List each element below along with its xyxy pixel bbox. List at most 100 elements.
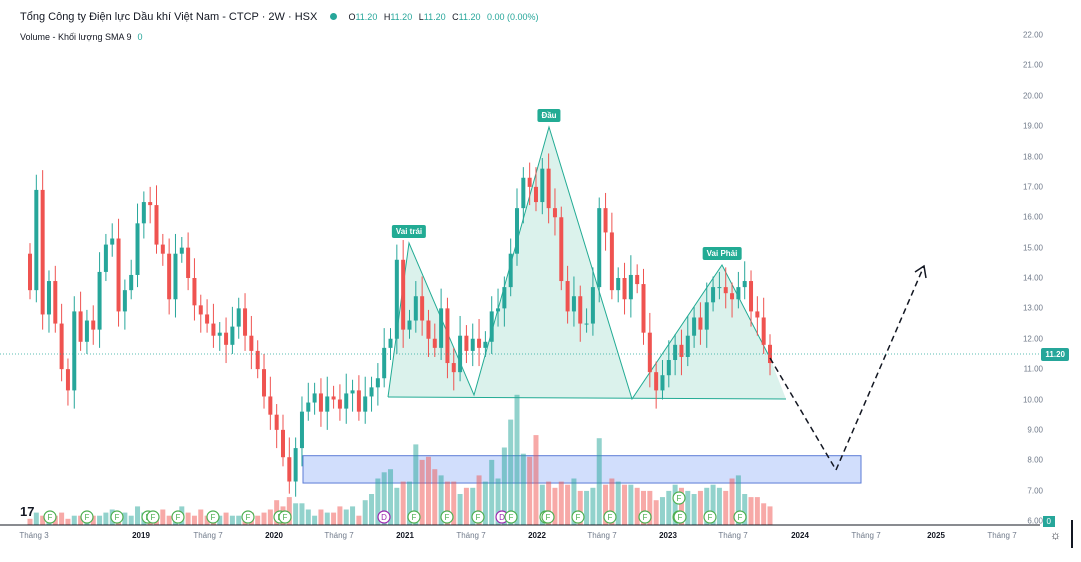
candle-body (483, 341, 488, 348)
volume-bar (584, 490, 590, 525)
volume-value: 0 (137, 32, 143, 42)
financial-event-marker[interactable]: F (241, 510, 255, 524)
volume-bar (40, 515, 46, 525)
marker-letter: F (476, 513, 481, 522)
financial-event-marker[interactable]: F (571, 510, 585, 524)
candle-body (312, 393, 317, 403)
volume-bar (735, 475, 741, 525)
volume-bar (659, 497, 665, 525)
candle-body (407, 320, 412, 330)
candle-body (72, 311, 77, 391)
candle-body (489, 311, 494, 342)
financial-event-marker[interactable]: F (171, 510, 185, 524)
marker-letter: F (708, 513, 713, 522)
volume-bar (406, 481, 412, 525)
x-tick-label: 2019 (132, 531, 150, 540)
candle-body (451, 363, 456, 373)
x-tick-label: 2024 (791, 531, 809, 540)
candle-body (515, 208, 520, 254)
candle-body (711, 287, 716, 303)
candle-body (78, 311, 83, 342)
financial-event-marker[interactable]: F (541, 510, 555, 524)
financial-event-marker[interactable]: F (407, 510, 421, 524)
marker-letter: F (412, 513, 417, 522)
volume-bar (647, 490, 653, 525)
marker-letter: F (151, 513, 156, 522)
candle-body (502, 287, 507, 309)
y-tick-label: 19.00 (1022, 121, 1043, 131)
volume-bar (571, 478, 577, 525)
volume-bar (754, 497, 760, 525)
volume-bar (356, 515, 362, 525)
volume-bar (710, 484, 716, 525)
y-tick-label: 7.00 (1027, 486, 1043, 496)
tradingview-logo[interactable]: 17 (20, 504, 35, 519)
financial-event-marker[interactable]: F (146, 510, 160, 524)
neckline (387, 396, 787, 400)
financial-event-marker[interactable]: F (603, 510, 617, 524)
candle-body (224, 332, 229, 345)
financial-event-marker[interactable]: F (673, 510, 687, 524)
volume-bar (122, 512, 128, 525)
marker-letter: D (381, 513, 387, 522)
candle-body (122, 290, 127, 312)
financial-event-marker[interactable]: F (43, 510, 57, 524)
y-tick-label: 13.00 (1022, 303, 1043, 313)
symbol-title: Tổng Công ty Điện lực Dầu khí Việt Nam -… (20, 11, 318, 23)
financial-event-marker[interactable]: F (733, 510, 747, 524)
financial-event-marker[interactable]: F (206, 510, 220, 524)
volume-bar (748, 497, 754, 525)
financial-event-marker[interactable]: F (504, 510, 518, 524)
volume-bar (191, 515, 197, 525)
volume-bar (331, 512, 337, 525)
financial-event-marker[interactable]: F (110, 510, 124, 524)
settings-gear-icon[interactable]: ☼ (1050, 528, 1061, 542)
volume-bar (723, 490, 729, 525)
candle-body (262, 369, 267, 397)
candle-body (571, 296, 576, 312)
candle-body (135, 223, 140, 275)
volume-bar (343, 509, 349, 525)
candle-body (401, 259, 406, 330)
candle-body (167, 253, 172, 300)
candle-body (205, 314, 210, 324)
support-zone-box (302, 455, 862, 484)
volume-bar (482, 481, 488, 525)
financial-event-marker[interactable]: F (703, 510, 717, 524)
candle-body (736, 287, 741, 300)
candle-body (186, 247, 191, 278)
marker-letter: F (678, 513, 683, 522)
financial-event-marker[interactable]: F (672, 491, 686, 505)
y-tick-label: 18.00 (1022, 152, 1043, 161)
volume-bar (697, 490, 703, 525)
dividend-marker[interactable]: D (377, 510, 391, 524)
candle-body (628, 274, 633, 300)
volume-indicator-legend[interactable]: Volume - Khối lượng SMA 9 0 (20, 32, 143, 42)
volume-bar (508, 419, 514, 525)
volume-bar (558, 481, 564, 525)
x-tick-label: Tháng 7 (193, 531, 223, 540)
financial-event-marker[interactable]: F (638, 510, 652, 524)
marker-letter: F (48, 513, 53, 522)
volume-bar (514, 394, 520, 525)
candle-body (692, 317, 697, 336)
candle-body (445, 308, 450, 364)
financial-event-marker[interactable]: F (471, 510, 485, 524)
marker-letter: F (85, 513, 90, 522)
candle-body (749, 281, 754, 312)
candle-body (28, 253, 32, 291)
candle-body (521, 177, 526, 209)
financial-event-marker[interactable]: F (278, 510, 292, 524)
head-shoulders-outline (387, 125, 771, 401)
candle-body (91, 320, 96, 330)
candle-body (679, 344, 684, 357)
financial-event-marker[interactable]: F (80, 510, 94, 524)
candle-body (280, 429, 285, 458)
volume-bar (78, 515, 84, 525)
candle-body (34, 189, 39, 291)
financial-event-marker[interactable]: F (440, 510, 454, 524)
volume-bar (223, 512, 229, 525)
volume-bar (293, 503, 299, 525)
marker-letter: F (509, 513, 514, 522)
